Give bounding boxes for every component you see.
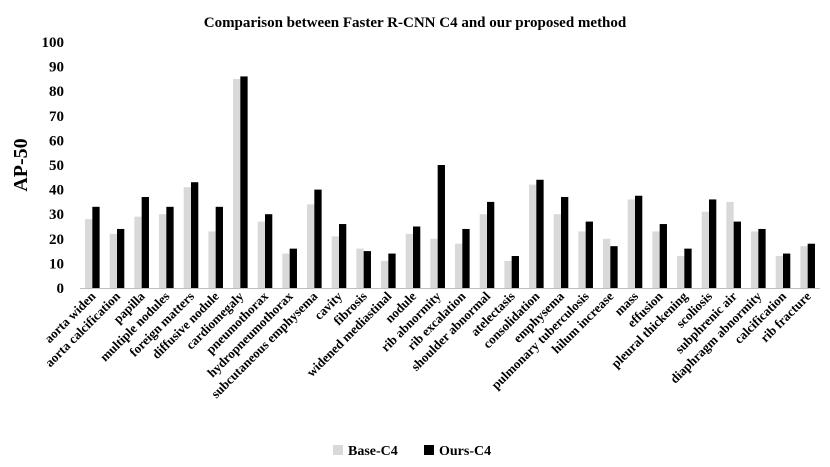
bar-ours-c4 <box>117 228 125 288</box>
y-tick-label: 0 <box>57 281 65 297</box>
bar-ours-c4 <box>215 206 223 288</box>
bar-ours-c4 <box>388 253 396 288</box>
bar-ours-c4 <box>462 228 470 288</box>
bar-base-c4 <box>479 214 487 288</box>
y-tick-label: 50 <box>49 158 64 174</box>
bar-base-c4 <box>751 231 759 288</box>
bar-ours-c4 <box>807 243 815 288</box>
bar-ours-c4 <box>635 195 643 288</box>
chart-title: Comparison between Faster R-CNN C4 and o… <box>204 15 627 31</box>
bar-base-c4 <box>405 233 413 288</box>
bar-base-c4 <box>455 243 463 288</box>
bar-base-c4 <box>430 238 438 288</box>
bar-ours-c4 <box>659 224 667 288</box>
bar-base-c4 <box>109 233 117 288</box>
bar-base-c4 <box>183 187 191 288</box>
bar-base-c4 <box>701 211 709 288</box>
y-tick-label: 100 <box>42 35 65 51</box>
y-axis-label: AP-50 <box>10 138 32 191</box>
bar-base-c4 <box>331 236 339 288</box>
bar-ours-c4 <box>265 214 273 288</box>
legend-label-ours-c4: Ours-C4 <box>439 444 491 459</box>
bar-base-c4 <box>208 231 216 288</box>
bar-ours-c4 <box>339 224 347 288</box>
y-tick-label: 20 <box>49 232 64 248</box>
bar-ours-c4 <box>783 253 791 288</box>
bar-base-c4 <box>504 260 512 288</box>
bar-ours-c4 <box>758 228 766 288</box>
bar-ours-c4 <box>92 206 100 288</box>
bar-base-c4 <box>134 216 142 288</box>
bar-ours-c4 <box>536 179 544 288</box>
bar-ours-c4 <box>585 221 593 288</box>
bar-ours-c4 <box>289 248 297 288</box>
bar-ours-c4 <box>363 251 371 288</box>
y-tick-label: 30 <box>49 207 64 223</box>
bar-ours-c4 <box>166 206 174 288</box>
bar-base-c4 <box>677 256 685 288</box>
legend-swatch-base-c4 <box>333 445 343 455</box>
bar-ours-c4 <box>437 165 445 288</box>
bar-ours-c4 <box>314 189 322 288</box>
legend-swatch-ours-c4 <box>424 445 434 455</box>
bar-ours-c4 <box>511 256 519 288</box>
bar-base-c4 <box>356 248 364 288</box>
bar-ours-c4 <box>610 246 618 288</box>
y-tick-label: 80 <box>49 84 64 100</box>
bar-ours-c4 <box>684 248 692 288</box>
bar-base-c4 <box>257 221 265 288</box>
bar-base-c4 <box>800 246 808 288</box>
bar-base-c4 <box>282 253 290 288</box>
bar-ours-c4 <box>709 199 717 288</box>
bar-base-c4 <box>529 184 537 288</box>
bar-ours-c4 <box>733 221 741 288</box>
bar-ours-c4 <box>191 182 199 288</box>
bar-base-c4 <box>578 231 586 288</box>
bar-base-c4 <box>233 78 241 289</box>
bar-base-c4 <box>726 201 734 288</box>
bar-ours-c4 <box>487 201 495 288</box>
y-tick-label: 90 <box>49 60 64 76</box>
bar-base-c4 <box>553 214 561 288</box>
bar-base-c4 <box>652 231 660 288</box>
bar-base-c4 <box>775 256 783 288</box>
bar-ours-c4 <box>413 226 421 288</box>
bar-base-c4 <box>85 219 93 288</box>
bar-base-c4 <box>603 238 611 288</box>
bar-base-c4 <box>307 204 315 288</box>
legend: Base-C4 Ours-C4 <box>333 444 491 459</box>
bar-ours-c4 <box>141 196 149 288</box>
bar-base-c4 <box>381 260 389 288</box>
bar-ours-c4 <box>240 76 248 288</box>
bar-base-c4 <box>159 214 167 288</box>
y-tick-label: 40 <box>49 183 64 199</box>
bar-base-c4 <box>627 199 635 288</box>
bar-ours-c4 <box>561 196 569 288</box>
legend-label-base-c4: Base-C4 <box>348 444 398 459</box>
y-tick-label: 60 <box>49 133 64 149</box>
y-tick-label: 70 <box>49 109 64 125</box>
y-tick-label: 10 <box>49 256 64 272</box>
